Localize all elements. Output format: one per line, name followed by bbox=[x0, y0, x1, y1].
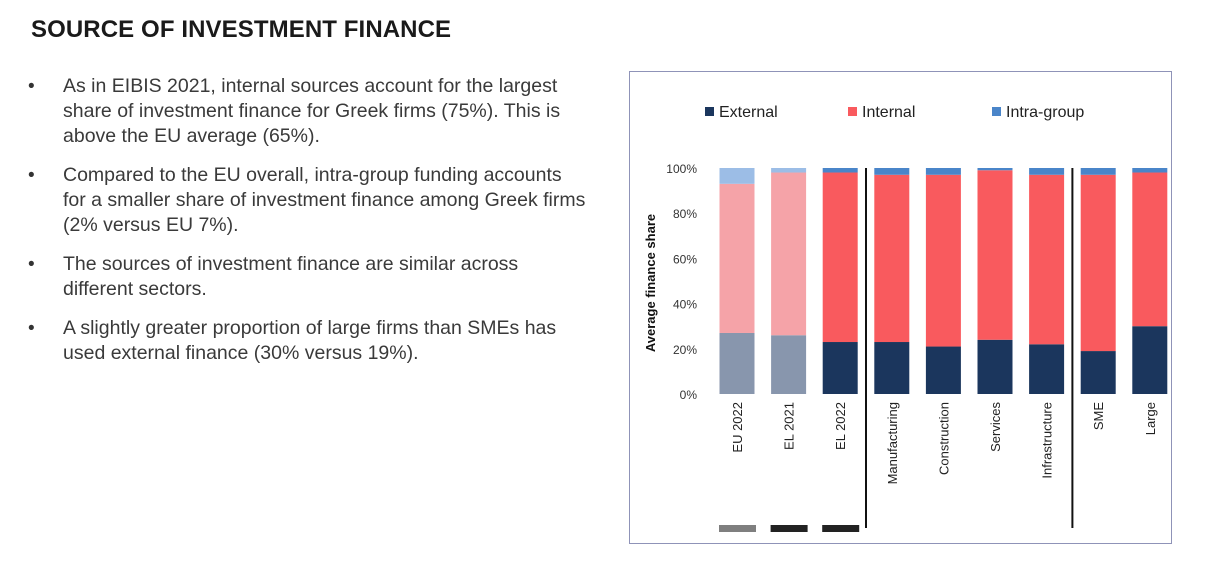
legend-label: External bbox=[719, 104, 778, 121]
bar-segment-internal bbox=[771, 172, 807, 336]
bullet-marker: • bbox=[28, 165, 35, 186]
bar-segment-intra-group bbox=[977, 168, 1013, 171]
legend-swatch-internal bbox=[848, 107, 857, 116]
bar-segment-intra-group bbox=[719, 168, 755, 184]
bar-segment-intra-group bbox=[874, 168, 910, 175]
y-axis-title: Average finance share bbox=[643, 214, 658, 352]
bar-segment-internal bbox=[977, 170, 1013, 340]
x-tick-label: Infrastructure bbox=[1040, 402, 1055, 479]
bullet-item: • Compared to the EU overall, intra-grou… bbox=[28, 163, 588, 238]
bar-segment-external bbox=[925, 346, 961, 394]
legend-swatch-intra-group bbox=[992, 107, 1001, 116]
bullet-text: Compared to the EU overall, intra-group … bbox=[63, 164, 586, 236]
bullet-text: The sources of investment finance are si… bbox=[63, 253, 519, 300]
y-tick-label: 100% bbox=[666, 162, 697, 176]
bullet-text: A slightly greater proportion of large f… bbox=[63, 317, 557, 364]
x-tick-label: SME bbox=[1091, 402, 1106, 431]
y-tick-label: 60% bbox=[673, 252, 697, 266]
y-tick-label: 40% bbox=[673, 298, 697, 312]
bar-segment-external bbox=[977, 339, 1013, 394]
bullet-item: • The sources of investment finance are … bbox=[28, 252, 588, 302]
legend-swatch-external bbox=[705, 107, 714, 116]
bar-segment-internal bbox=[925, 174, 961, 347]
bullet-list: • As in EIBIS 2021, internal sources acc… bbox=[28, 74, 588, 380]
bar-segment-internal bbox=[1029, 174, 1065, 345]
bottom-marker bbox=[822, 525, 860, 532]
bar-segment-intra-group bbox=[771, 168, 807, 173]
x-tick-label: EL 2022 bbox=[833, 402, 848, 450]
bar-segment-internal bbox=[719, 183, 755, 333]
x-tick-label: Construction bbox=[936, 402, 951, 475]
bar-segment-external bbox=[874, 342, 910, 394]
bar-segment-external bbox=[822, 342, 858, 394]
bar-segment-intra-group bbox=[925, 168, 961, 175]
bar-segment-intra-group bbox=[822, 168, 858, 173]
y-tick-label: 80% bbox=[673, 207, 697, 221]
bar-segment-external bbox=[719, 332, 755, 394]
bar-segment-external bbox=[1080, 351, 1116, 394]
bottom-marker bbox=[770, 525, 808, 532]
bar-segment-internal bbox=[1080, 174, 1116, 352]
bar-segment-internal bbox=[874, 174, 910, 343]
page-title: SOURCE OF INVESTMENT FINANCE bbox=[31, 16, 452, 43]
bullet-item: • As in EIBIS 2021, internal sources acc… bbox=[28, 74, 588, 149]
x-tick-label: Large bbox=[1143, 402, 1158, 435]
x-tick-label: Services bbox=[988, 402, 1003, 452]
legend-label: Internal bbox=[862, 104, 915, 121]
bullet-marker: • bbox=[28, 318, 35, 339]
bar-segment-external bbox=[1132, 326, 1168, 394]
bullet-marker: • bbox=[28, 254, 35, 275]
y-tick-label: 20% bbox=[673, 343, 697, 357]
bar-segment-intra-group bbox=[1132, 168, 1168, 173]
x-tick-label: EU 2022 bbox=[730, 402, 745, 453]
bar-segment-external bbox=[1029, 344, 1065, 394]
bar-segment-internal bbox=[822, 172, 858, 343]
bar-segment-internal bbox=[1132, 172, 1168, 327]
y-tick-label: 0% bbox=[680, 388, 698, 402]
chart-panel: External Internal Intra-group 0% 20% 40% 60% 80… bbox=[629, 71, 1172, 544]
bullet-item: • A slightly greater proportion of large… bbox=[28, 316, 588, 366]
bar-segment-intra-group bbox=[1080, 168, 1116, 175]
x-tick-label: Manufacturing bbox=[885, 402, 900, 484]
bottom-marker bbox=[719, 525, 756, 532]
bullet-marker: • bbox=[28, 76, 35, 97]
legend-label: Intra-group bbox=[1006, 104, 1084, 121]
bar-segment-external bbox=[771, 335, 807, 394]
stacked-bar-chart: External Internal Intra-group 0% 20% 40% 60% 80… bbox=[643, 104, 1168, 532]
bullet-text: As in EIBIS 2021, internal sources accou… bbox=[63, 75, 561, 147]
bar-segment-intra-group bbox=[1029, 168, 1065, 175]
x-tick-label: EL 2021 bbox=[782, 402, 797, 450]
